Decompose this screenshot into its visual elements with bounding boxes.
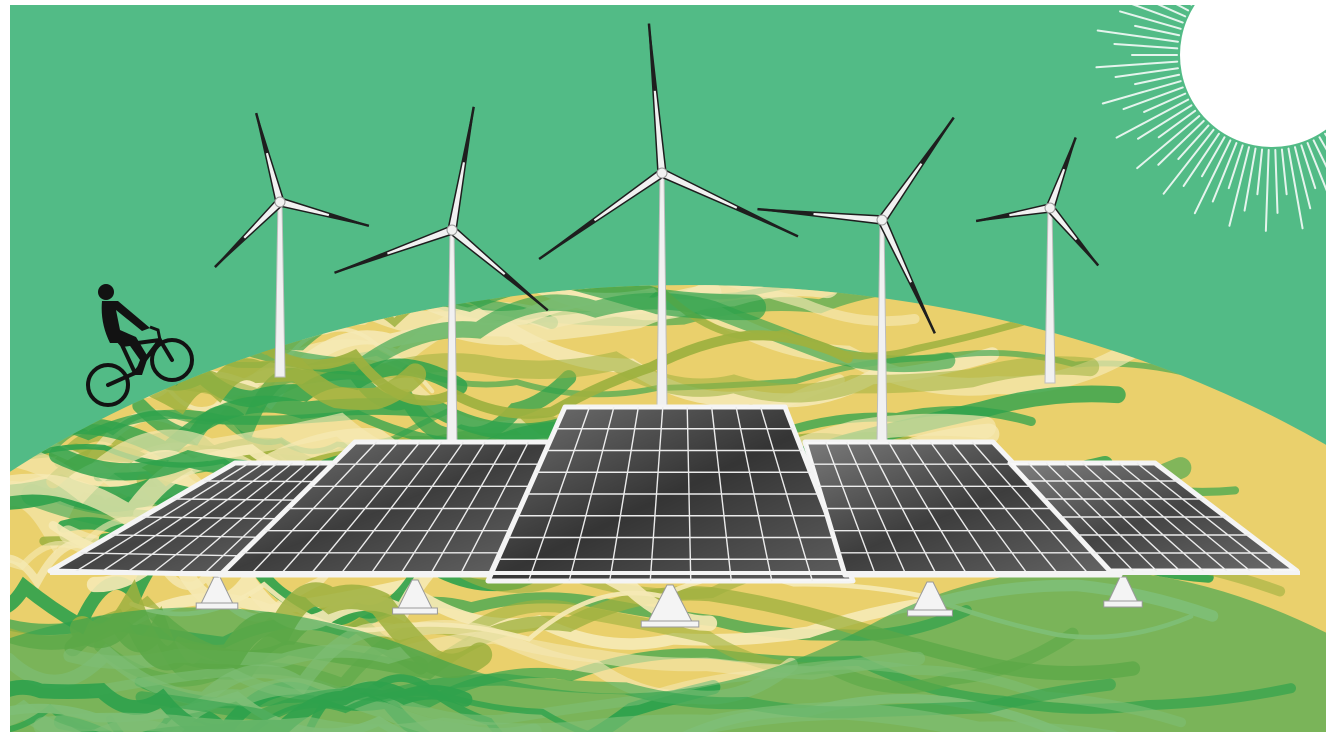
wind-turbine-icon — [538, 23, 799, 406]
panel-stand — [640, 584, 700, 628]
turbine-blade-edge — [909, 281, 936, 334]
turbine-blade-edge — [1062, 137, 1077, 170]
panel-stand — [1103, 576, 1143, 608]
stand-foot — [907, 609, 953, 617]
sun-ray — [1228, 146, 1251, 227]
sun-ray — [1122, 86, 1184, 111]
sun-ray — [1264, 148, 1270, 232]
sun-ray — [1137, 104, 1193, 140]
sun-ray — [1293, 146, 1312, 210]
sun-ray — [1157, 119, 1205, 166]
turbine-blade-edge — [254, 112, 269, 154]
sun-ray — [1280, 148, 1288, 196]
stand-foot — [392, 607, 438, 615]
turbine-blade-edge — [538, 219, 596, 261]
panel-reflection — [1010, 463, 1297, 571]
illustration-canvas — [10, 5, 1326, 732]
sun-ray — [1182, 132, 1220, 187]
sun-ray — [1318, 136, 1326, 151]
bike-rear-wheel — [86, 363, 130, 407]
sun-ray — [1134, 24, 1181, 37]
solar-panel-array — [47, 404, 1300, 628]
sun-ray — [1136, 115, 1201, 170]
turbine-blade-edge — [503, 273, 549, 312]
panel-stand — [195, 576, 239, 610]
stand-foot — [1103, 600, 1143, 608]
sun-ray — [1306, 142, 1326, 192]
sun-ray — [1227, 144, 1244, 190]
sun-ray — [1157, 5, 1187, 18]
turbine-hub — [1044, 202, 1056, 214]
panel-reflection — [805, 442, 1120, 575]
sun-ray — [1095, 60, 1179, 69]
wind-turbine-icon — [757, 116, 955, 444]
sun-ray — [1175, 5, 1190, 12]
sun-ray — [1274, 148, 1279, 214]
turbine-blade-edge — [334, 252, 388, 274]
solar-panel-icon — [485, 404, 856, 584]
renewable-energy-illustration — [10, 5, 1326, 732]
rider-head — [98, 284, 114, 300]
wind-turbine-icon — [334, 106, 549, 446]
turbine-blade-edge — [214, 236, 246, 268]
sun-ray — [1193, 139, 1232, 215]
turbine-blade-edge — [647, 23, 657, 91]
rider-body — [101, 301, 150, 375]
sun-ray — [1143, 92, 1187, 113]
panel-stand — [392, 579, 438, 615]
sun-ray — [1096, 29, 1179, 43]
panel-reflection — [488, 407, 853, 581]
wind-turbine-icon — [214, 112, 370, 378]
sun-ray — [1115, 98, 1190, 139]
turbine-blade-edge — [328, 213, 370, 228]
turbine-blade-edge — [736, 206, 799, 238]
wind-turbines — [214, 23, 1100, 446]
solar-panel-icon — [802, 439, 1123, 578]
sun-ray — [1134, 73, 1181, 86]
turbine-hub — [876, 214, 888, 226]
sun-ray — [1177, 124, 1210, 161]
marble-band — [10, 569, 1326, 732]
turbine-blade-edge — [462, 106, 475, 163]
sun-ray — [1114, 67, 1179, 78]
sun-icon — [1095, 5, 1326, 232]
sun-ray — [1162, 128, 1215, 195]
sun-ray — [1101, 80, 1182, 105]
sun-ray — [1243, 147, 1257, 212]
turbine-hub — [274, 196, 286, 208]
sun-ray — [1312, 139, 1326, 168]
panel-reflection — [220, 442, 550, 575]
stand-foot — [195, 602, 239, 610]
cyclist-silhouette-icon — [86, 284, 194, 407]
turbine-hub — [656, 167, 668, 179]
sun-ray — [1300, 144, 1317, 190]
turbine-blade-edge — [975, 213, 1010, 223]
sun-ray — [1256, 148, 1264, 196]
turbine-hub — [446, 224, 458, 236]
sun-disc — [1180, 5, 1326, 147]
marble-swirl — [55, 285, 995, 327]
turbine-blade-edge — [920, 116, 955, 165]
turbine-blade-edge — [1075, 238, 1100, 267]
solar-panel-icon — [217, 439, 553, 578]
sun-ray — [1287, 147, 1304, 230]
stand-foot — [640, 620, 700, 628]
sun-ray — [1211, 142, 1238, 203]
sun-ray — [1157, 109, 1197, 139]
turbine-blade-edge — [757, 207, 814, 216]
bike-front-wheel — [150, 338, 194, 382]
sun-ray — [1201, 136, 1226, 178]
wind-turbine-icon — [975, 137, 1100, 384]
panel-stand — [907, 581, 953, 617]
sun-ray — [1119, 10, 1182, 30]
sun-ray — [1113, 42, 1179, 50]
bike-handlebar — [149, 325, 162, 341]
sun-ray — [1131, 5, 1184, 24]
